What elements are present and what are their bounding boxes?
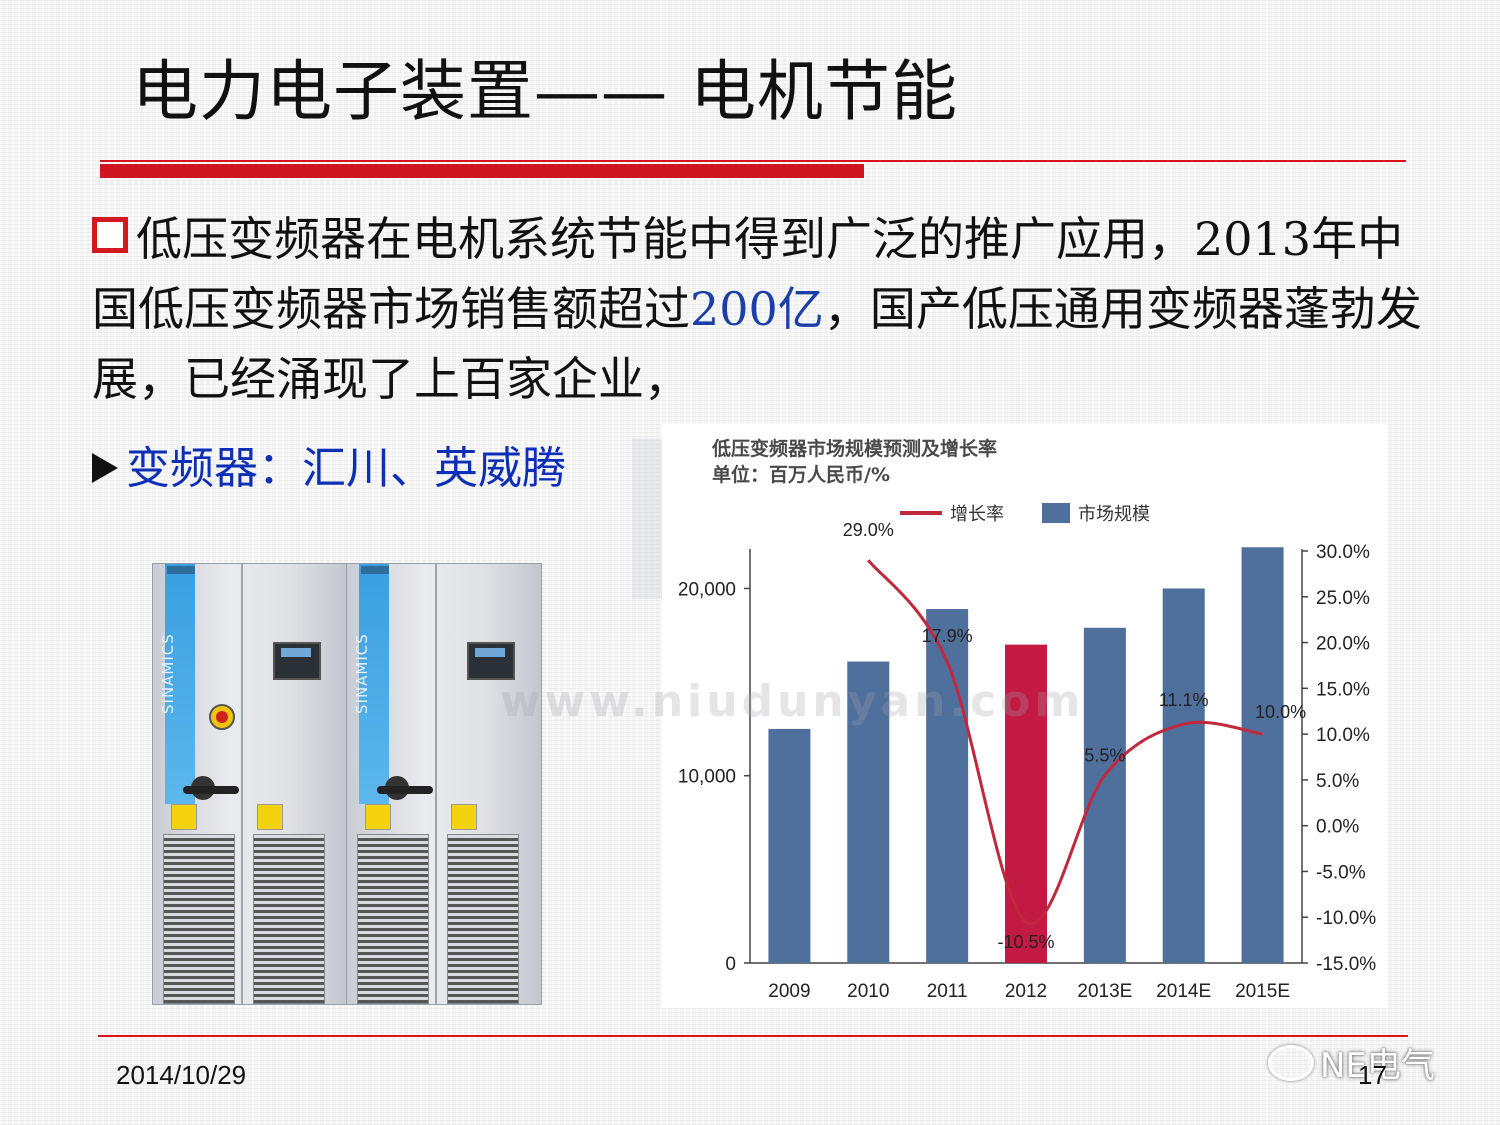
wechat-icon	[1268, 1045, 1314, 1081]
sub-bullet-text: 变频器：汇川、英威腾	[126, 443, 566, 494]
vent-grille	[163, 834, 235, 1004]
slide-title: 电力电子装置—— 电机节能	[132, 53, 958, 130]
warning-label-icon	[451, 804, 477, 830]
x-tick-label: 2014E	[1156, 981, 1211, 1002]
x-tick-label: 2010	[847, 981, 889, 1002]
right-tick-label: -10.0%	[1316, 908, 1376, 929]
footer-date: 2014/10/29	[116, 1060, 247, 1090]
growth-label: 10.0%	[1255, 702, 1306, 722]
vent-grille	[447, 834, 519, 1004]
square-bullet-icon	[92, 217, 128, 253]
x-tick-label: 2009	[768, 981, 810, 1002]
chart-title: 低压变频器市场规模预测及增长率	[712, 438, 998, 460]
warning-label-icon	[257, 804, 283, 830]
right-tick-label: 5.0%	[1316, 771, 1359, 792]
growth-label: 17.9%	[922, 626, 973, 646]
legend-bar-swatch	[1042, 503, 1070, 523]
x-tick-label: 2015E	[1235, 981, 1290, 1002]
arrow-bullet-icon	[92, 453, 118, 483]
bullet-paragraph: 低压变频器在电机系统节能中得到广泛的推广应用，2013年中国低压变频器市场销售额…	[92, 204, 1432, 414]
bar-2012	[1005, 644, 1047, 963]
cabinet-right: SINAMICS	[346, 563, 542, 1005]
warning-label-icon	[365, 804, 391, 830]
right-tick-label: 15.0%	[1316, 679, 1370, 700]
right-tick-label: -5.0%	[1316, 862, 1366, 883]
title-rule-thick	[100, 164, 864, 178]
operator-panel-icon	[467, 642, 515, 680]
left-tick-label: 10,000	[678, 767, 736, 788]
growth-label: 11.1%	[1159, 690, 1209, 710]
right-tick-label: 25.0%	[1316, 588, 1370, 609]
x-tick-label: 2013E	[1077, 981, 1132, 1002]
chart-unit: 单位：百万人民币/%	[712, 464, 890, 486]
bar-2010	[847, 661, 890, 963]
title-rule-thin	[100, 160, 1406, 162]
left-tick-label: 20,000	[678, 579, 736, 600]
paragraph-text-before: 低压变频器在电机系统节能中得到广泛的推广应用，2013年中国低压变频器市场销售额…	[92, 212, 1404, 336]
paragraph-text-after: ，国产低压通用变频器蓬勃发展，已经涌现了上百家企业，	[92, 282, 1422, 406]
bar-2009	[768, 728, 811, 963]
vent-grille	[253, 834, 325, 1004]
inverter-cabinets-image: SINAMICS SINAMICS	[152, 563, 560, 1005]
growth-label: 29.0%	[843, 520, 894, 540]
cabinet-left: SINAMICS	[152, 563, 348, 1005]
right-tick-label: 20.0%	[1316, 634, 1370, 655]
growth-line	[867, 559, 1263, 926]
footer-rule	[98, 1035, 1408, 1037]
warning-label-icon	[171, 804, 197, 830]
page-number: 17	[1358, 1060, 1387, 1090]
bar-2013E	[1083, 627, 1126, 963]
watermark-text: www.niudunyan.com	[500, 676, 1085, 727]
bar-2015E	[1241, 547, 1284, 963]
bar-2011	[926, 609, 969, 963]
growth-label: 5.5%	[1084, 745, 1125, 765]
legend-label: 增长率	[950, 504, 1004, 525]
emergency-stop-icon	[209, 704, 235, 730]
right-tick-label: 30.0%	[1316, 542, 1370, 563]
paragraph-highlight: 200亿	[690, 282, 824, 336]
brand-mark: NE电气	[1268, 1038, 1435, 1087]
sub-bullet: 变频器：汇川、英威腾	[92, 432, 566, 496]
growth-label: -10.5%	[997, 932, 1054, 952]
vent-grille	[357, 834, 429, 1004]
operator-panel-icon	[273, 642, 321, 680]
bar-2014E	[1162, 588, 1205, 963]
brand-mark-text: NE电气	[1320, 1046, 1435, 1086]
right-tick-label: 10.0%	[1316, 725, 1370, 746]
brand-plate	[361, 566, 389, 574]
right-tick-label: 0.0%	[1316, 817, 1359, 838]
x-tick-label: 2012	[1005, 981, 1047, 1002]
legend-label: 市场规模	[1078, 504, 1150, 525]
left-tick-label: 0	[725, 954, 736, 975]
brand-plate	[167, 566, 195, 574]
x-tick-label: 2011	[927, 981, 968, 1002]
right-tick-label: -15.0%	[1316, 954, 1376, 975]
